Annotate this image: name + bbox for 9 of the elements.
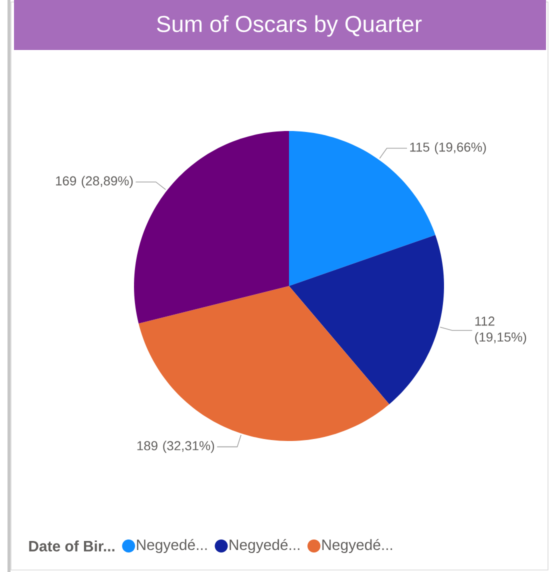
legend-title: Date of Bir... xyxy=(29,540,114,552)
data-label: 115 (19,66%) xyxy=(410,142,486,154)
legend-label: Negyedé... xyxy=(230,538,300,554)
legend-label: Negyedé... xyxy=(322,538,392,554)
data-label: 189 (32,31%) xyxy=(137,440,214,453)
data-label: 169 (28,89%) xyxy=(56,176,133,188)
data-label: 112 (19,15%) xyxy=(475,316,526,344)
legend-label: Negyedé... xyxy=(137,538,207,554)
chart-title: Sum of Oscars by Quarter xyxy=(156,15,422,37)
